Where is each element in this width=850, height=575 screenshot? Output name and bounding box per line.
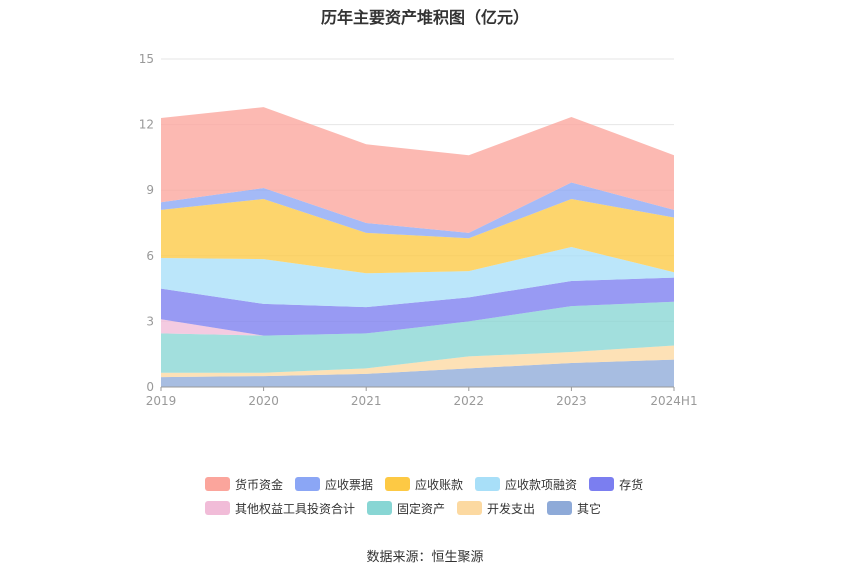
legend-label: 其它 [577, 501, 602, 516]
area-series-2 [161, 301, 674, 373]
y-tick-label: 9 [146, 183, 154, 197]
area-series-8 [161, 107, 674, 233]
legend-swatch [457, 501, 483, 515]
legend-item-accounts-receivable[interactable]: 应收账款 [385, 476, 463, 493]
legend-item-other-equity-investments[interactable]: 其他权益工具投资合计 [205, 500, 355, 517]
x-tick-label: 2022 [454, 394, 485, 408]
legend-swatch [295, 477, 321, 491]
legend-label: 其他权益工具投资合计 [235, 501, 356, 516]
area-series-3 [161, 301, 674, 336]
data-source-note: 数据来源：恒生聚源 [366, 550, 484, 565]
legend-label: 开发支出 [487, 501, 536, 516]
legend-item-development-expenditure[interactable]: 开发支出 [457, 500, 535, 517]
legend-row-1: 货币资金 应收票据 应收账款 应收款项融资 存货 [205, 472, 675, 496]
area-series-6 [161, 198, 674, 274]
legend-swatch [589, 477, 615, 491]
chart-title: 历年主要资产堆积图（亿元） [320, 8, 529, 27]
legend-label: 存货 [619, 477, 644, 492]
area-series-5 [161, 247, 674, 308]
legend-label: 货币资金 [235, 477, 284, 492]
legend-item-other[interactable]: 其它 [547, 500, 601, 517]
legend-item-cash[interactable]: 货币资金 [205, 476, 283, 493]
legend-item-notes-receivable[interactable]: 应收票据 [295, 476, 373, 493]
legend-label: 应收款项融资 [505, 477, 578, 492]
y-tick-label: 0 [146, 380, 154, 394]
x-tick-label: 2023 [556, 394, 587, 408]
legend-label: 应收票据 [325, 477, 374, 492]
legend-item-inventory[interactable]: 存货 [589, 476, 643, 493]
y-tick-label: 12 [139, 118, 154, 132]
legend-label: 固定资产 [397, 501, 446, 516]
legend-swatch [205, 477, 230, 491]
legend-swatch [385, 477, 411, 491]
legend-label: 应收账款 [415, 477, 464, 492]
y-tick-label: 6 [146, 249, 154, 263]
y-tick-label: 3 [146, 314, 154, 328]
area-series-7 [161, 182, 674, 239]
x-tick-label: 2024H1 [650, 394, 697, 408]
legend-swatch [367, 501, 393, 515]
legend-item-fixed-assets[interactable]: 固定资产 [367, 500, 445, 517]
legend-swatch [547, 501, 573, 515]
y-tick-label: 15 [139, 52, 154, 66]
x-tick-label: 2021 [351, 394, 382, 408]
legend-item-receivables-financing[interactable]: 应收款项融资 [475, 476, 577, 493]
legend-swatch [475, 477, 501, 491]
area-series-4 [161, 277, 674, 336]
area-series-0 [161, 359, 674, 387]
legend: 货币资金 应收票据 应收账款 应收款项融资 存货 其他权益工具投资合计 固定资产… [205, 472, 675, 520]
x-tick-label: 2020 [248, 394, 279, 408]
legend-row-2: 其他权益工具投资合计 固定资产 开发支出 其它 [205, 496, 675, 520]
legend-swatch [205, 501, 230, 515]
area-series-1 [161, 345, 674, 378]
x-tick-label: 2019 [146, 394, 177, 408]
